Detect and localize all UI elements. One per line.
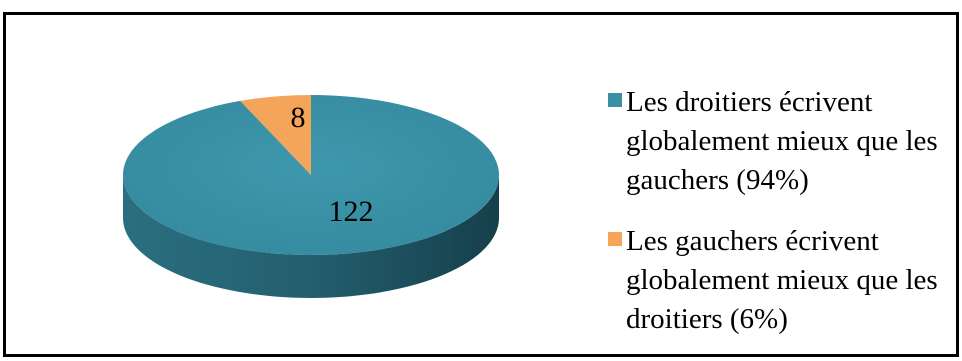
legend: Les droitiers écrivent globalement mieux… bbox=[608, 83, 948, 361]
data-label-left-handed: 8 bbox=[291, 101, 306, 134]
pie-chart: 8 122 bbox=[123, 95, 499, 298]
chart-frame: 8 122 Les droitiers écrivent globalement … bbox=[3, 12, 959, 357]
data-label-right-handed: 122 bbox=[329, 195, 374, 228]
legend-label-right-handed: Les droitiers écrivent globalement mieux… bbox=[626, 86, 938, 196]
pie-slice-right-handed bbox=[123, 95, 499, 255]
pie-side-wall bbox=[123, 175, 499, 298]
legend-swatch-right-handed bbox=[608, 93, 622, 107]
pie-slice-left-handed bbox=[240, 95, 311, 175]
legend-label-left-handed: Les gauchers écrivent globalement mieux … bbox=[626, 225, 938, 335]
legend-item-left-handed: Les gauchers écrivent globalement mieux … bbox=[608, 222, 948, 339]
legend-swatch-left-handed bbox=[608, 232, 622, 246]
legend-item-right-handed: Les droitiers écrivent globalement mieux… bbox=[608, 83, 948, 200]
